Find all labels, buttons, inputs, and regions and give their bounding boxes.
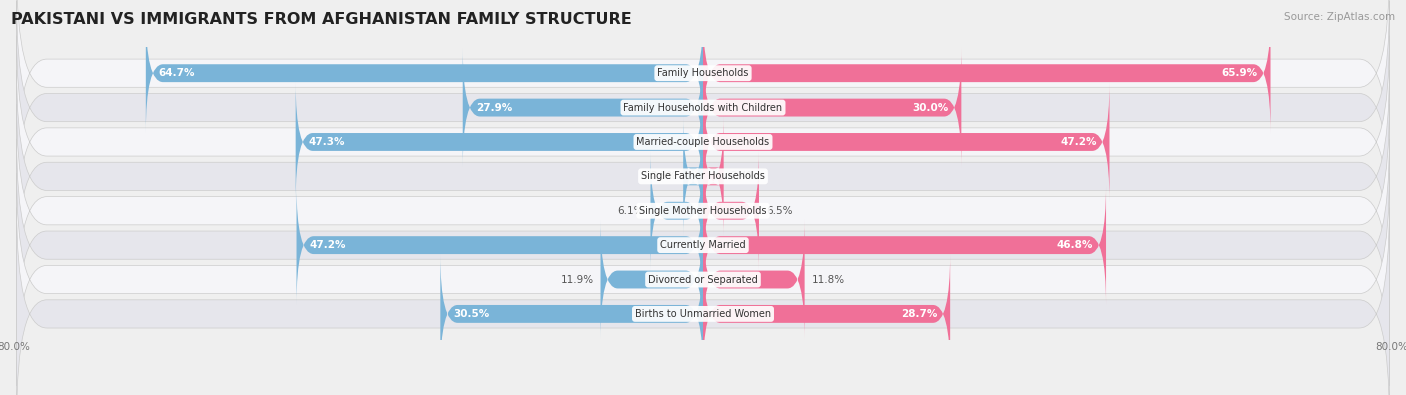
FancyBboxPatch shape (146, 13, 703, 133)
FancyBboxPatch shape (703, 117, 724, 236)
FancyBboxPatch shape (295, 82, 703, 202)
FancyBboxPatch shape (600, 220, 703, 339)
FancyBboxPatch shape (703, 151, 759, 271)
Text: Divorced or Separated: Divorced or Separated (648, 275, 758, 284)
Text: 11.9%: 11.9% (561, 275, 593, 284)
FancyBboxPatch shape (703, 48, 962, 167)
Text: 2.4%: 2.4% (731, 171, 756, 181)
FancyBboxPatch shape (703, 220, 804, 339)
Text: 30.0%: 30.0% (912, 103, 949, 113)
Text: 65.9%: 65.9% (1222, 68, 1257, 78)
Text: 28.7%: 28.7% (901, 309, 938, 319)
FancyBboxPatch shape (463, 48, 703, 167)
FancyBboxPatch shape (703, 254, 950, 374)
Text: Family Households: Family Households (658, 68, 748, 78)
FancyBboxPatch shape (17, 139, 1389, 352)
Text: 11.8%: 11.8% (811, 275, 845, 284)
Text: 47.2%: 47.2% (309, 240, 346, 250)
Text: Single Father Households: Single Father Households (641, 171, 765, 181)
FancyBboxPatch shape (703, 82, 1109, 202)
Text: Births to Unmarried Women: Births to Unmarried Women (636, 309, 770, 319)
FancyBboxPatch shape (703, 185, 1107, 305)
Text: Source: ZipAtlas.com: Source: ZipAtlas.com (1284, 12, 1395, 22)
Text: PAKISTANI VS IMMIGRANTS FROM AFGHANISTAN FAMILY STRUCTURE: PAKISTANI VS IMMIGRANTS FROM AFGHANISTAN… (11, 12, 633, 27)
Text: 47.3%: 47.3% (308, 137, 344, 147)
FancyBboxPatch shape (17, 105, 1389, 317)
FancyBboxPatch shape (17, 0, 1389, 179)
Text: 47.2%: 47.2% (1060, 137, 1097, 147)
FancyBboxPatch shape (17, 70, 1389, 282)
Text: Single Mother Households: Single Mother Households (640, 206, 766, 216)
Text: 64.7%: 64.7% (159, 68, 195, 78)
Text: 30.5%: 30.5% (453, 309, 489, 319)
FancyBboxPatch shape (683, 117, 703, 236)
FancyBboxPatch shape (440, 254, 703, 374)
Text: Family Households with Children: Family Households with Children (623, 103, 783, 113)
Text: 46.8%: 46.8% (1057, 240, 1092, 250)
FancyBboxPatch shape (17, 1, 1389, 214)
Text: 6.1%: 6.1% (617, 206, 644, 216)
Text: 27.9%: 27.9% (475, 103, 512, 113)
Text: Currently Married: Currently Married (661, 240, 745, 250)
FancyBboxPatch shape (651, 151, 703, 271)
FancyBboxPatch shape (17, 36, 1389, 248)
FancyBboxPatch shape (297, 185, 703, 305)
Text: Married-couple Households: Married-couple Households (637, 137, 769, 147)
FancyBboxPatch shape (703, 13, 1271, 133)
FancyBboxPatch shape (17, 173, 1389, 386)
Text: 6.5%: 6.5% (766, 206, 793, 216)
FancyBboxPatch shape (17, 208, 1389, 395)
Text: 2.3%: 2.3% (650, 171, 676, 181)
